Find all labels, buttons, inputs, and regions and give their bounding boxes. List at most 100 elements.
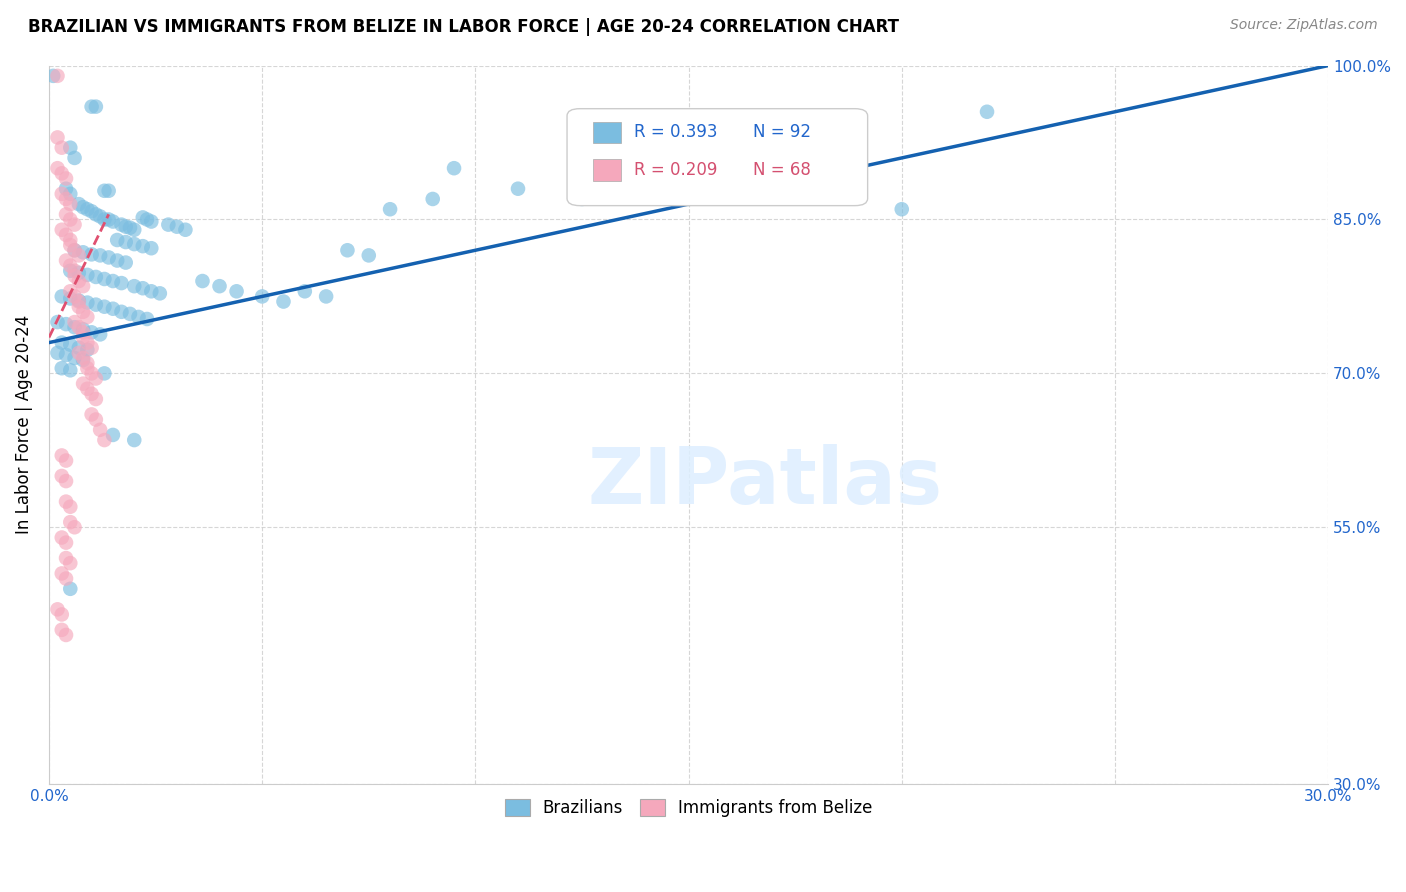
- Point: [59, 500, 82, 514]
- Point: [273, 294, 295, 309]
- Point: [93, 184, 115, 198]
- Point: [114, 255, 136, 269]
- Point: [55, 182, 77, 196]
- Text: ZIPatlas: ZIPatlas: [588, 444, 943, 520]
- Y-axis label: In Labor Force | Age 20-24: In Labor Force | Age 20-24: [15, 315, 32, 534]
- Point: [63, 315, 86, 329]
- Point: [46, 161, 69, 176]
- Point: [122, 223, 145, 237]
- Point: [101, 428, 124, 442]
- Point: [63, 264, 86, 278]
- Point: [101, 274, 124, 288]
- Point: [315, 289, 337, 303]
- Point: [122, 433, 145, 447]
- Point: [51, 289, 73, 303]
- Point: [118, 220, 141, 235]
- Point: [80, 387, 103, 401]
- Point: [571, 192, 593, 206]
- Point: [59, 141, 82, 155]
- Point: [890, 202, 912, 217]
- FancyBboxPatch shape: [567, 109, 868, 206]
- Point: [110, 276, 132, 290]
- Point: [51, 335, 73, 350]
- Point: [166, 219, 188, 234]
- Point: [51, 531, 73, 545]
- Point: [63, 268, 86, 283]
- Point: [72, 322, 94, 336]
- Point: [114, 235, 136, 249]
- Point: [55, 628, 77, 642]
- Text: Source: ZipAtlas.com: Source: ZipAtlas.com: [1230, 18, 1378, 32]
- Point: [149, 286, 172, 301]
- Point: [93, 433, 115, 447]
- Point: [101, 214, 124, 228]
- Point: [294, 285, 316, 299]
- Point: [51, 607, 73, 622]
- Point: [105, 253, 128, 268]
- Point: [59, 233, 82, 247]
- Point: [93, 367, 115, 381]
- Point: [80, 367, 103, 381]
- Point: [93, 300, 115, 314]
- Point: [51, 186, 73, 201]
- Point: [46, 315, 69, 329]
- Point: [72, 353, 94, 368]
- Point: [55, 474, 77, 488]
- Point: [80, 408, 103, 422]
- Point: [63, 351, 86, 365]
- Point: [59, 259, 82, 273]
- Point: [84, 269, 107, 284]
- Point: [136, 212, 159, 227]
- Point: [80, 100, 103, 114]
- Point: [72, 351, 94, 365]
- Point: [76, 310, 98, 324]
- Point: [67, 248, 90, 262]
- Point: [506, 182, 529, 196]
- Point: [141, 241, 163, 255]
- Point: [191, 274, 214, 288]
- Point: [110, 305, 132, 319]
- Point: [141, 214, 163, 228]
- Point: [89, 327, 111, 342]
- Point: [208, 279, 231, 293]
- Point: [67, 346, 90, 360]
- Point: [132, 211, 155, 225]
- FancyBboxPatch shape: [592, 121, 621, 143]
- Point: [89, 423, 111, 437]
- Point: [72, 200, 94, 214]
- Legend: Brazilians, Immigrants from Belize: Brazilians, Immigrants from Belize: [496, 791, 882, 826]
- Point: [84, 392, 107, 406]
- Point: [46, 69, 69, 83]
- Point: [80, 341, 103, 355]
- Point: [42, 69, 65, 83]
- Point: [84, 412, 107, 426]
- Point: [250, 289, 273, 303]
- Point: [46, 346, 69, 360]
- Point: [63, 218, 86, 232]
- Point: [141, 285, 163, 299]
- Point: [55, 453, 77, 467]
- Point: [72, 279, 94, 293]
- Point: [63, 289, 86, 303]
- Point: [76, 343, 98, 357]
- Point: [76, 202, 98, 217]
- Point: [46, 130, 69, 145]
- Point: [55, 317, 77, 331]
- Point: [51, 566, 73, 581]
- Point: [63, 151, 86, 165]
- Point: [59, 264, 82, 278]
- Point: [72, 305, 94, 319]
- Point: [72, 330, 94, 344]
- Point: [132, 281, 155, 295]
- Point: [51, 469, 73, 483]
- Point: [67, 266, 90, 280]
- Point: [55, 253, 77, 268]
- Point: [80, 204, 103, 219]
- Point: [51, 141, 73, 155]
- Point: [59, 515, 82, 529]
- Point: [51, 623, 73, 637]
- Point: [63, 244, 86, 258]
- Point: [678, 192, 700, 206]
- Point: [59, 197, 82, 211]
- Point: [443, 161, 465, 176]
